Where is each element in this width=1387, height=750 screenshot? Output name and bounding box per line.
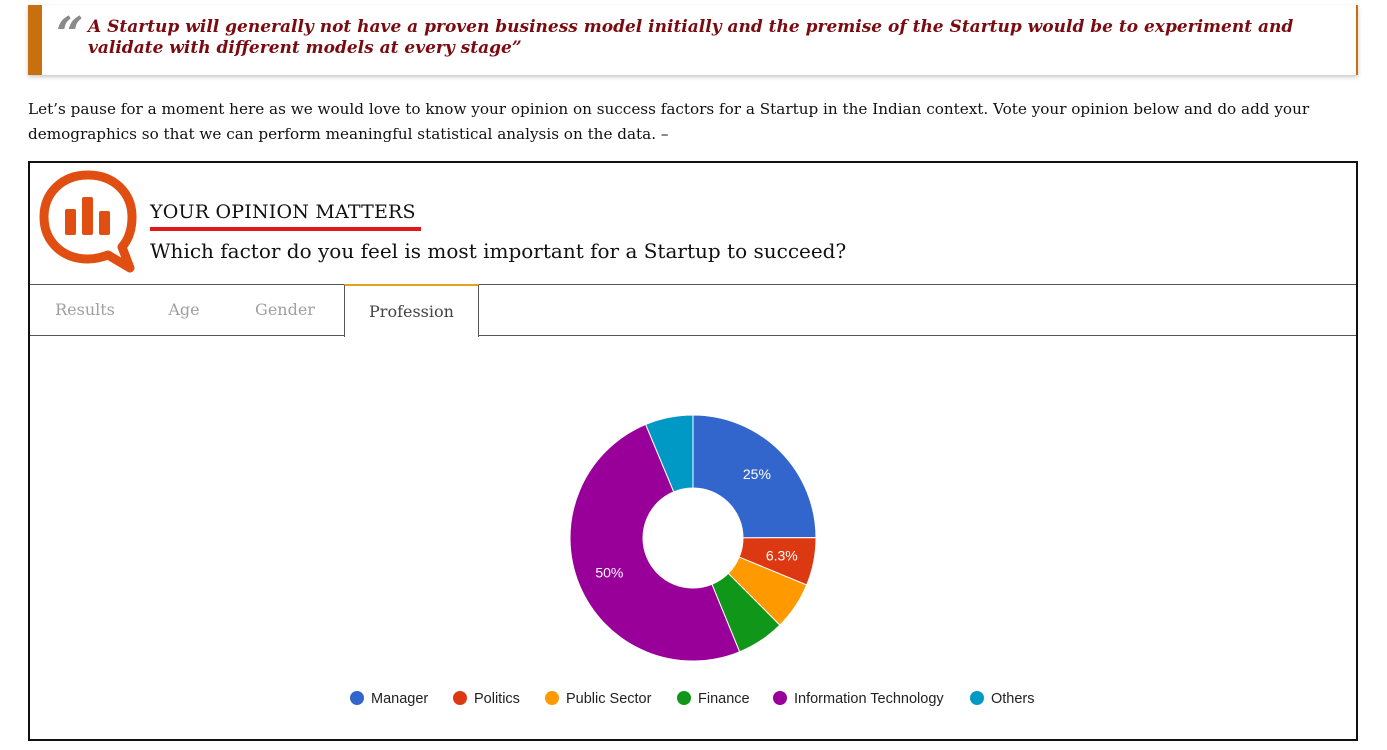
pie-slice-manager[interactable]	[692, 414, 817, 539]
intro-paragraph: Let’s pause for a moment here as we woul…	[28, 100, 1310, 143]
quote-mark-icon: “	[56, 7, 84, 63]
legend-dot-icon	[545, 691, 559, 705]
legend-label: Manager	[371, 691, 429, 707]
pie-slice-information-technology[interactable]	[569, 423, 741, 662]
poll-widget: YOUR OPINION MATTERS Which factor do you…	[28, 161, 1358, 741]
poll-header: YOUR OPINION MATTERS Which factor do you…	[30, 163, 1356, 285]
legend-dot-icon	[970, 691, 984, 705]
pie-slice-others[interactable]	[645, 414, 694, 493]
legend-label: Finance	[698, 691, 750, 707]
tab-age[interactable]: Age	[168, 300, 200, 319]
data-label-manager: 25%	[743, 466, 771, 482]
poll-tabs: Results Age Gender Profession	[30, 284, 1356, 337]
quote-text: A Startup will generally not have a prov…	[88, 17, 1294, 58]
legend-item-finance[interactable]: Finance	[677, 689, 750, 709]
poll-question: Which factor do you feel is most importa…	[150, 239, 847, 263]
legend-item-manager[interactable]: Manager	[350, 689, 428, 709]
tab-profession[interactable]: Profession	[344, 284, 479, 337]
legend-item-others[interactable]: Others	[970, 689, 1035, 709]
legend-item-politics[interactable]: Politics	[453, 689, 520, 709]
tab-divider	[479, 335, 1356, 336]
quote-box: “ A Startup will generally not have a pr…	[28, 5, 1358, 75]
tab-gender[interactable]: Gender	[255, 300, 315, 319]
poll-title-underline	[150, 227, 421, 231]
legend-label: Information Technology	[794, 691, 944, 707]
legend-label: Others	[991, 691, 1035, 707]
data-label-politics: 6.3%	[766, 547, 798, 563]
poll-title: YOUR OPINION MATTERS	[150, 201, 416, 223]
chart-area: 25% 6.3% 50% Manager Politics Public Sector F…	[30, 336, 1356, 739]
tab-results[interactable]: Results	[55, 300, 115, 319]
legend-label: Public Sector	[566, 691, 652, 707]
chart-legend: Manager Politics Public Sector Finance Infor…	[30, 689, 1356, 709]
legend-dot-icon	[677, 691, 691, 705]
poll-chat-bubble-icon	[39, 170, 137, 273]
legend-item-information-technology[interactable]: Information Technology	[773, 689, 944, 709]
legend-dot-icon	[350, 691, 364, 705]
legend-dot-icon	[773, 691, 787, 705]
donut-chart: 25% 6.3% 50%	[569, 414, 817, 662]
legend-label: Politics	[474, 691, 520, 707]
legend-dot-icon	[453, 691, 467, 705]
data-label-information-technology: 50%	[595, 565, 623, 581]
tab-divider	[30, 335, 344, 336]
legend-item-public-sector[interactable]: Public Sector	[545, 689, 651, 709]
